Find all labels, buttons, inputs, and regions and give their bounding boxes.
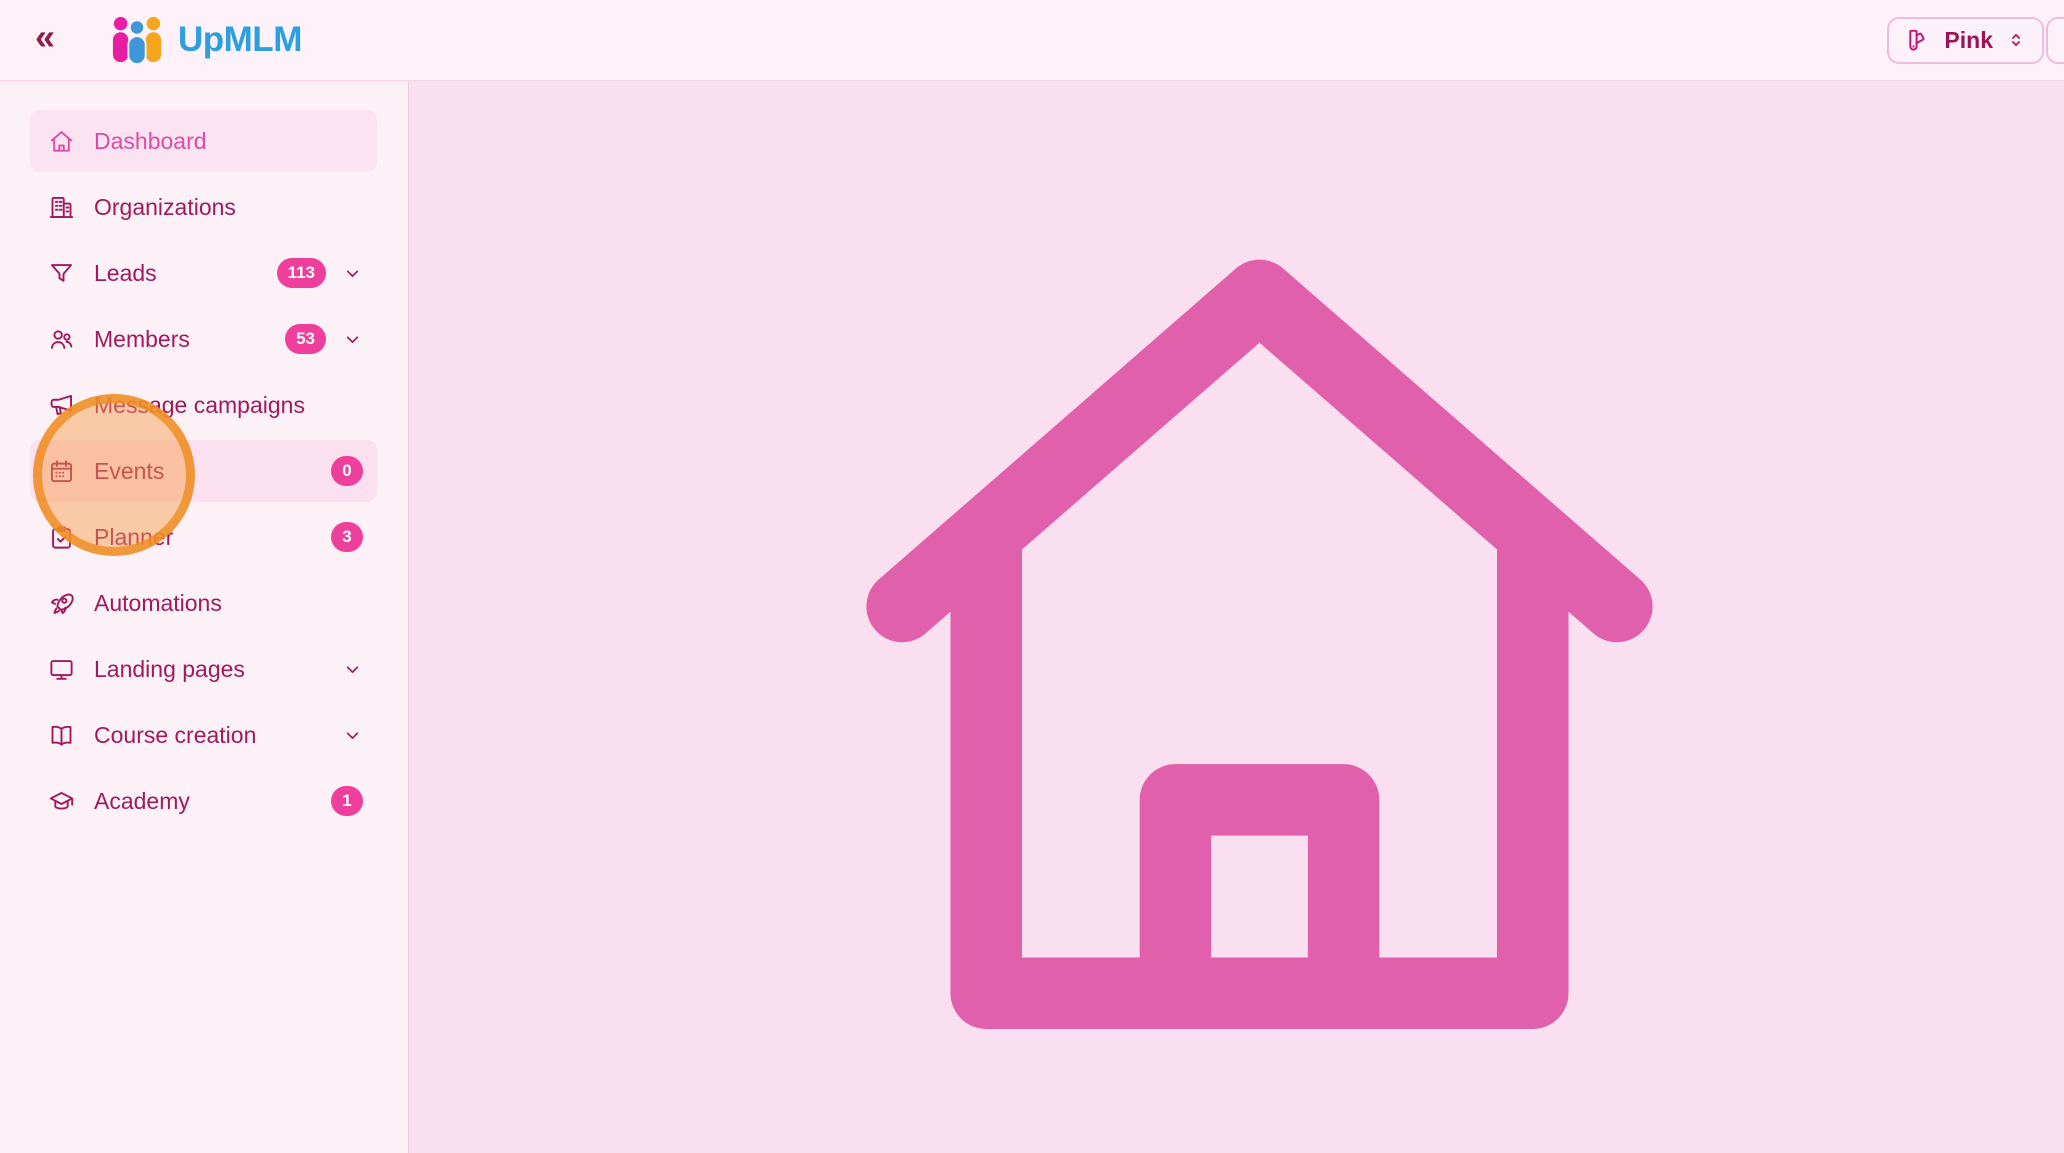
- clipboard-check-icon: [48, 524, 75, 551]
- sidebar-item-academy[interactable]: Academy 1: [30, 770, 377, 832]
- building-icon: [48, 194, 75, 221]
- chevron-down-icon: [342, 725, 363, 746]
- sidebar-item-organizations[interactable]: Organizations: [30, 176, 377, 238]
- count-badge: 113: [276, 258, 326, 288]
- sidebar-item-label: Automations: [94, 589, 222, 616]
- users-icon: [48, 326, 75, 353]
- sidebar-item-label: Organizations: [94, 193, 236, 220]
- sidebar-item-label: Academy: [94, 787, 190, 814]
- calendar-icon: [48, 458, 75, 485]
- sidebar-item-course-creation[interactable]: Course creation: [30, 704, 377, 766]
- count-badge: 53: [285, 324, 326, 354]
- sidebar-item-message-campaigns[interactable]: Message campaigns: [30, 374, 377, 436]
- chevron-down-icon: [342, 329, 363, 350]
- graduation-cap-icon: [48, 788, 75, 815]
- sidebar-item-label: Dashboard: [94, 127, 207, 154]
- sidebar-item-planner[interactable]: Planner 3: [30, 506, 377, 568]
- sidebar-item-automations[interactable]: Automations: [30, 572, 377, 634]
- sidebar-item-events[interactable]: Events 0: [30, 440, 377, 502]
- sidebar-item-label: Planner: [94, 523, 174, 550]
- sidebar-item-label: Message campaigns: [94, 391, 305, 418]
- chevron-down-icon: [342, 263, 363, 284]
- count-badge: 1: [331, 786, 363, 816]
- swatch-icon: [1905, 27, 1931, 53]
- sidebar-item-members[interactable]: Members 53: [30, 308, 377, 370]
- megaphone-icon: [48, 392, 75, 419]
- monitor-icon: [48, 656, 75, 683]
- sidebar-item-leads[interactable]: Leads 113: [30, 242, 377, 304]
- main-content: Dashboard Network Import members Automat…: [410, 82, 2064, 1153]
- breadcrumb-home-icon[interactable]: [455, 144, 2064, 1153]
- app-logo[interactable]: UpMLM: [108, 14, 302, 66]
- chevron-updown-icon: [2006, 30, 2026, 50]
- brand-name: UpMLM: [178, 20, 302, 59]
- theme-selector-value: Pink: [1944, 26, 1993, 53]
- funnel-icon: [48, 260, 75, 287]
- chevron-down-icon: [342, 659, 363, 680]
- sidebar-item-label: Course creation: [94, 721, 257, 748]
- count-badge: 3: [331, 522, 363, 552]
- sidebar-item-dashboard[interactable]: Dashboard: [30, 110, 377, 172]
- sidebar-item-label: Landing pages: [94, 655, 245, 682]
- home-icon: [48, 128, 75, 155]
- top-bar: « UpMLM Pink: [0, 0, 2064, 81]
- book-icon: [48, 722, 75, 749]
- sidebar-collapse-button[interactable]: «: [22, 19, 68, 61]
- count-badge: 0: [331, 456, 363, 486]
- sidebar-item-label: Members: [94, 325, 190, 352]
- theme-selector[interactable]: Pink: [1887, 16, 2044, 64]
- sidebar: Dashboard Organizations Leads 113 Member…: [0, 82, 409, 1153]
- sidebar-item-label: Leads: [94, 259, 157, 286]
- sidebar-item-label: Events: [94, 457, 165, 484]
- people-logo-icon: [112, 16, 162, 66]
- rocket-icon: [48, 590, 75, 617]
- sidebar-item-landing-pages[interactable]: Landing pages: [30, 638, 377, 700]
- partial-topbar-button[interactable]: [2046, 17, 2064, 64]
